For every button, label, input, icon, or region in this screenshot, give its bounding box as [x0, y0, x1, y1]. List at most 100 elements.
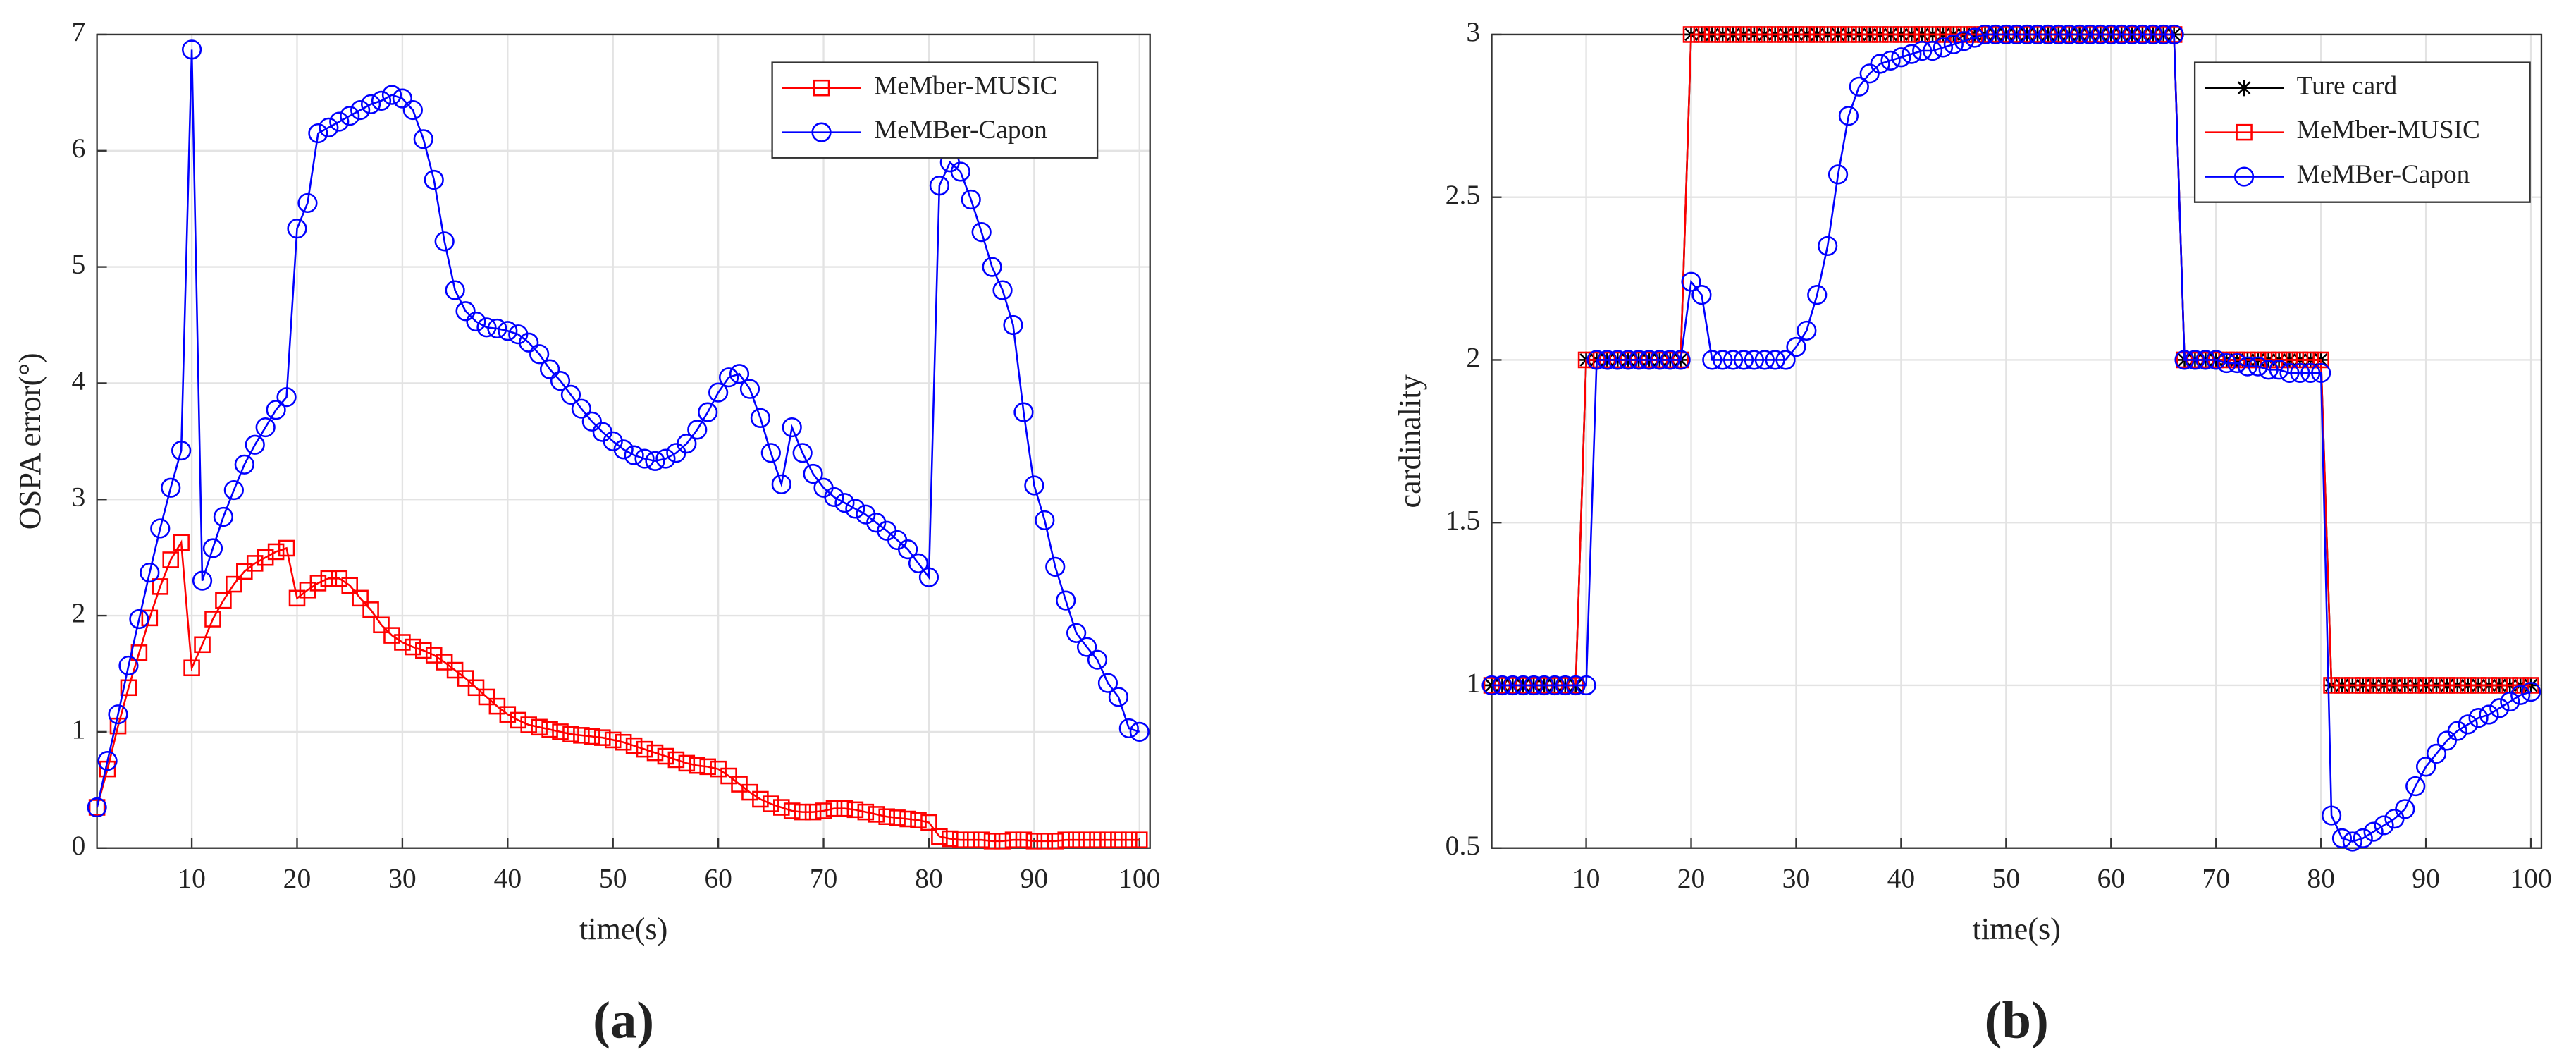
circle-marker — [1702, 350, 1723, 370]
circle-marker — [655, 448, 676, 469]
square-marker — [541, 721, 558, 738]
circle-marker — [2226, 353, 2248, 374]
circle-marker — [424, 169, 444, 190]
circle-marker — [739, 379, 760, 399]
square-marker — [2354, 677, 2372, 694]
y-tick-label: 1.5 — [1446, 504, 1481, 535]
y-tick-label: 7 — [71, 16, 85, 47]
square-marker — [2229, 351, 2245, 369]
circle-marker — [1129, 721, 1150, 742]
circle-marker — [1628, 350, 1649, 370]
x-tick-label: 80 — [915, 862, 943, 893]
circle-marker — [1056, 590, 1076, 611]
circle-marker — [466, 311, 486, 332]
square-marker — [2365, 677, 2382, 694]
circle-marker — [1503, 675, 1523, 696]
square-marker — [341, 577, 358, 594]
circle-marker — [255, 417, 276, 438]
circle-marker — [1954, 31, 1974, 51]
circle-marker — [1534, 675, 1555, 696]
circle-marker — [2237, 356, 2258, 377]
square-marker — [973, 831, 990, 848]
square-marker — [636, 740, 653, 758]
square-marker — [1798, 26, 1816, 43]
legend-box — [771, 61, 1099, 159]
square-marker — [1089, 831, 1106, 848]
square-marker — [1703, 26, 1721, 43]
square-marker — [552, 723, 569, 740]
square-marker — [994, 833, 1011, 850]
square-marker — [931, 828, 948, 845]
circle-marker — [1797, 320, 1817, 341]
circle-marker — [1649, 350, 1670, 370]
circle-marker — [1849, 76, 1869, 97]
square-marker — [478, 688, 495, 706]
square-marker — [1130, 831, 1148, 848]
square-marker — [1714, 26, 1731, 43]
square-marker — [1047, 833, 1064, 850]
circle-marker — [1586, 350, 1607, 370]
square-marker — [962, 831, 980, 848]
circle-marker — [2206, 350, 2226, 370]
circle-marker — [1544, 675, 1565, 696]
circle-marker — [1045, 556, 1066, 577]
circle-marker — [1087, 649, 1108, 670]
square-marker — [1819, 26, 1836, 43]
circle-marker — [992, 280, 1013, 300]
circle-marker — [1828, 164, 1849, 185]
y-tick-label: 6 — [71, 133, 85, 164]
circle-marker — [613, 439, 634, 460]
circle-marker — [550, 371, 571, 391]
square-marker — [868, 806, 885, 823]
circle-marker — [2279, 362, 2300, 384]
y-tick-label: 5 — [71, 249, 85, 280]
square-marker — [1871, 26, 1889, 43]
x-tick-label: 20 — [1677, 862, 1706, 893]
circle-marker — [845, 499, 865, 519]
square-marker — [836, 800, 853, 817]
y-tick-label: 1 — [71, 714, 85, 745]
square-marker — [783, 802, 801, 819]
circle-marker — [698, 402, 718, 422]
square-marker — [2386, 677, 2403, 694]
circle-marker — [2017, 24, 2038, 45]
circle-marker — [687, 420, 708, 440]
square-marker — [88, 799, 106, 816]
circle-marker — [624, 445, 644, 465]
circle-marker — [2185, 350, 2205, 370]
circle-marker — [908, 553, 929, 574]
circle-marker — [634, 448, 655, 469]
circle-marker — [1555, 675, 1575, 696]
x-tick-label: 10 — [178, 862, 206, 893]
x-axis-label: time(s) — [1973, 912, 2061, 946]
circle-marker — [2489, 698, 2510, 718]
circle-marker — [1880, 50, 1901, 71]
circle-marker — [434, 231, 455, 252]
square-marker — [246, 555, 264, 572]
square-marker — [226, 575, 242, 593]
square-marker — [562, 726, 579, 742]
square-marker — [109, 717, 127, 735]
circle-marker — [581, 411, 602, 432]
legend-label: MeMber-MUSIC — [874, 71, 1057, 100]
circle-marker — [2458, 714, 2478, 735]
circle-marker — [1670, 350, 1691, 370]
square-marker — [2459, 677, 2477, 694]
circle-marker — [2248, 356, 2268, 377]
circle-marker — [824, 487, 844, 508]
square-marker — [1682, 26, 1700, 43]
x-tick-label: 40 — [1887, 862, 1916, 893]
circle-marker — [1891, 47, 1911, 68]
circle-marker — [129, 609, 149, 630]
square-marker — [1882, 26, 1899, 43]
square-marker — [1110, 831, 1127, 848]
square-marker — [1746, 26, 1763, 43]
square-marker — [215, 592, 232, 609]
square-marker — [794, 803, 811, 821]
square-marker — [878, 808, 895, 825]
square-marker — [815, 802, 832, 819]
circle-marker — [950, 161, 970, 182]
square-marker — [2323, 677, 2340, 694]
x-tick-label: 50 — [599, 862, 627, 893]
circle-marker — [1933, 37, 1954, 58]
